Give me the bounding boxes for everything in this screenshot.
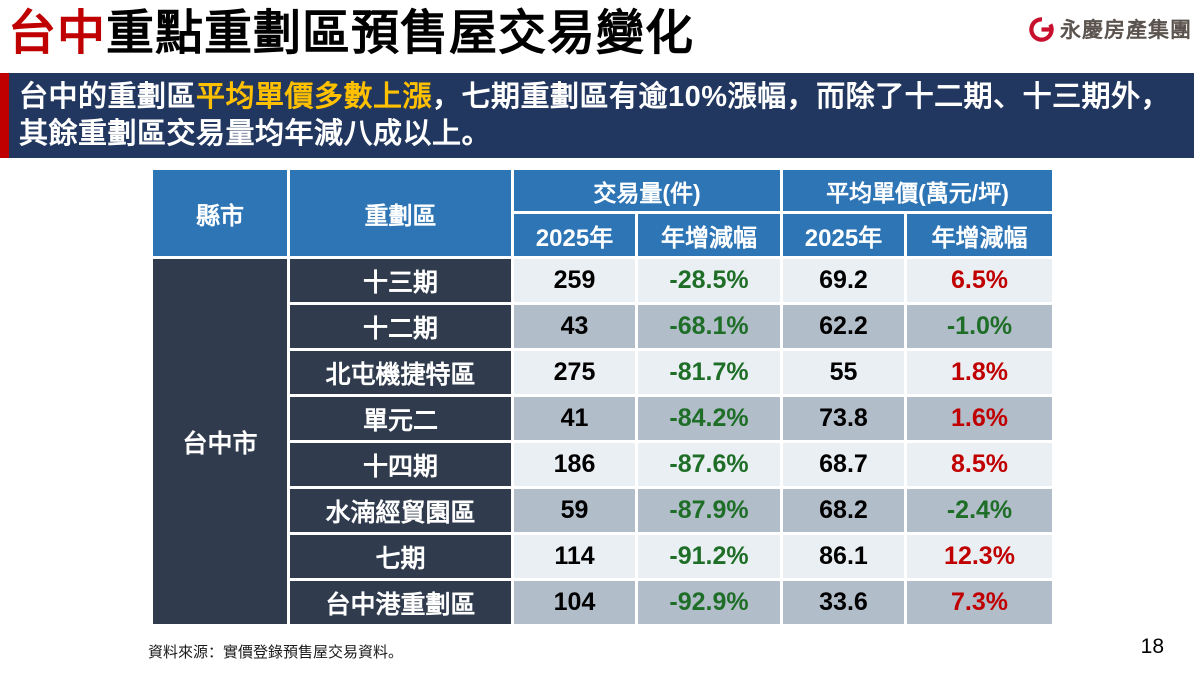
volume-yoy-cell: -68.1%: [638, 305, 780, 348]
district-cell: 七期: [290, 535, 511, 578]
table-row: 台中市 十三期 259 -28.5% 69.2 6.5%: [153, 259, 1052, 624]
price-yoy-cell: 1.8%: [907, 351, 1052, 394]
price-yoy-cell: 8.5%: [907, 443, 1052, 486]
banner-line-1: 台中的重劃區平均單價多數上漲，七期重劃區有逾10%漲幅，而除了十二期、十三期外，: [19, 79, 1184, 116]
price-2025-cell: 33.6: [783, 581, 904, 624]
price-2025-cell: 62.2: [783, 305, 904, 348]
volume-2025-cell: 275: [514, 351, 635, 394]
volume-yoy-cell: -81.7%: [638, 351, 780, 394]
district-cell: 北屯機捷特區: [290, 351, 511, 394]
price-2025-cell: 68.7: [783, 443, 904, 486]
price-yoy-cell: -2.4%: [907, 489, 1052, 532]
page-title-rest: 重點重劃區預售屋交易變化: [106, 7, 695, 60]
header-price-year: 2025年: [783, 214, 904, 256]
header-row-groups: 縣市 重劃區 交易量(件) 平均單價(萬元/坪): [153, 170, 1052, 256]
district-cell: 單元二: [290, 397, 511, 440]
table-row: 單元二 41 -84.2% 73.8 1.6%: [153, 397, 1052, 440]
table-row: 十二期 43 -68.1% 62.2 -1.0%: [153, 305, 1052, 348]
header-price-group: 平均單價(萬元/坪): [783, 170, 1052, 211]
page-number: 18: [1140, 635, 1164, 658]
county-cell: 台中市: [153, 259, 287, 624]
table-row: 水湳經貿園區 59 -87.9% 68.2 -2.4%: [153, 489, 1052, 532]
volume-2025-cell: 104: [514, 581, 635, 624]
volume-2025-cell: 114: [514, 535, 635, 578]
data-source-note: 資料來源：實價登錄預售屋交易資料。: [148, 644, 404, 661]
table-row: 台中港重劃區 104 -92.9% 33.6 7.3%: [153, 581, 1052, 624]
price-2025-cell: 55: [783, 351, 904, 394]
price-2025-cell: 68.2: [783, 489, 904, 532]
volume-2025-cell: 259: [514, 259, 635, 302]
header-district: 重劃區: [290, 170, 511, 256]
price-yoy-cell: 1.6%: [907, 397, 1052, 440]
banner-line1-highlight: 平均單價多數上漲: [196, 81, 433, 113]
header-volume-year: 2025年: [514, 214, 635, 256]
volume-yoy-cell: -92.9%: [638, 581, 780, 624]
district-cell: 台中港重劃區: [290, 581, 511, 624]
volume-2025-cell: 59: [514, 489, 635, 532]
volume-2025-cell: 41: [514, 397, 635, 440]
price-2025-cell: 73.8: [783, 397, 904, 440]
page-title: 台中重點重劃區預售屋交易變化: [8, 2, 694, 66]
table-row: 十四期 186 -87.6% 68.7 8.5%: [153, 443, 1052, 486]
company-logo-text: 永慶房產集團: [1060, 19, 1192, 42]
volume-2025-cell: 186: [514, 443, 635, 486]
banner-line-2: 其餘重劃區交易量均年減八成以上。: [19, 118, 492, 150]
volume-yoy-cell: -91.2%: [638, 535, 780, 578]
volume-yoy-cell: -28.5%: [638, 259, 780, 302]
header-county: 縣市: [153, 170, 287, 256]
price-yoy-cell: 12.3%: [907, 535, 1052, 578]
transactions-table: 縣市 重劃區 交易量(件) 平均單價(萬元/坪) 2025年 年增減幅 2025…: [150, 167, 1055, 627]
price-yoy-cell: -1.0%: [907, 305, 1052, 348]
volume-2025-cell: 43: [514, 305, 635, 348]
district-cell: 十三期: [290, 259, 511, 302]
banner-line1-post: ，七期重劃區有逾10%漲幅，而除了十二期、十三期外，: [432, 81, 1171, 113]
header-volume-yoy: 年增減幅: [638, 214, 780, 256]
volume-yoy-cell: -87.9%: [638, 489, 780, 532]
price-2025-cell: 69.2: [783, 259, 904, 302]
header-price-yoy: 年增減幅: [907, 214, 1052, 256]
volume-yoy-cell: -84.2%: [638, 397, 780, 440]
company-logo: 永慶房產集團: [1028, 14, 1192, 44]
price-2025-cell: 86.1: [783, 535, 904, 578]
district-cell: 十四期: [290, 443, 511, 486]
price-yoy-cell: 6.5%: [907, 259, 1052, 302]
district-cell: 十二期: [290, 305, 511, 348]
yungching-g-icon: [1028, 16, 1055, 43]
table-row: 七期 114 -91.2% 86.1 12.3%: [153, 535, 1052, 578]
volume-yoy-cell: -87.6%: [638, 443, 780, 486]
page-title-highlight: 台中: [8, 7, 107, 60]
district-cell: 水湳經貿園區: [290, 489, 511, 532]
price-yoy-cell: 7.3%: [907, 581, 1052, 624]
header-volume-group: 交易量(件): [514, 170, 780, 211]
key-message-banner: 台中的重劃區平均單價多數上漲，七期重劃區有逾10%漲幅，而除了十二期、十三期外，…: [0, 73, 1194, 158]
table-row: 北屯機捷特區 275 -81.7% 55 1.8%: [153, 351, 1052, 394]
header-row-sub: 2025年 年增減幅 2025年 年增減幅: [153, 214, 1052, 256]
banner-line1-pre: 台中的重劃區: [19, 81, 197, 113]
